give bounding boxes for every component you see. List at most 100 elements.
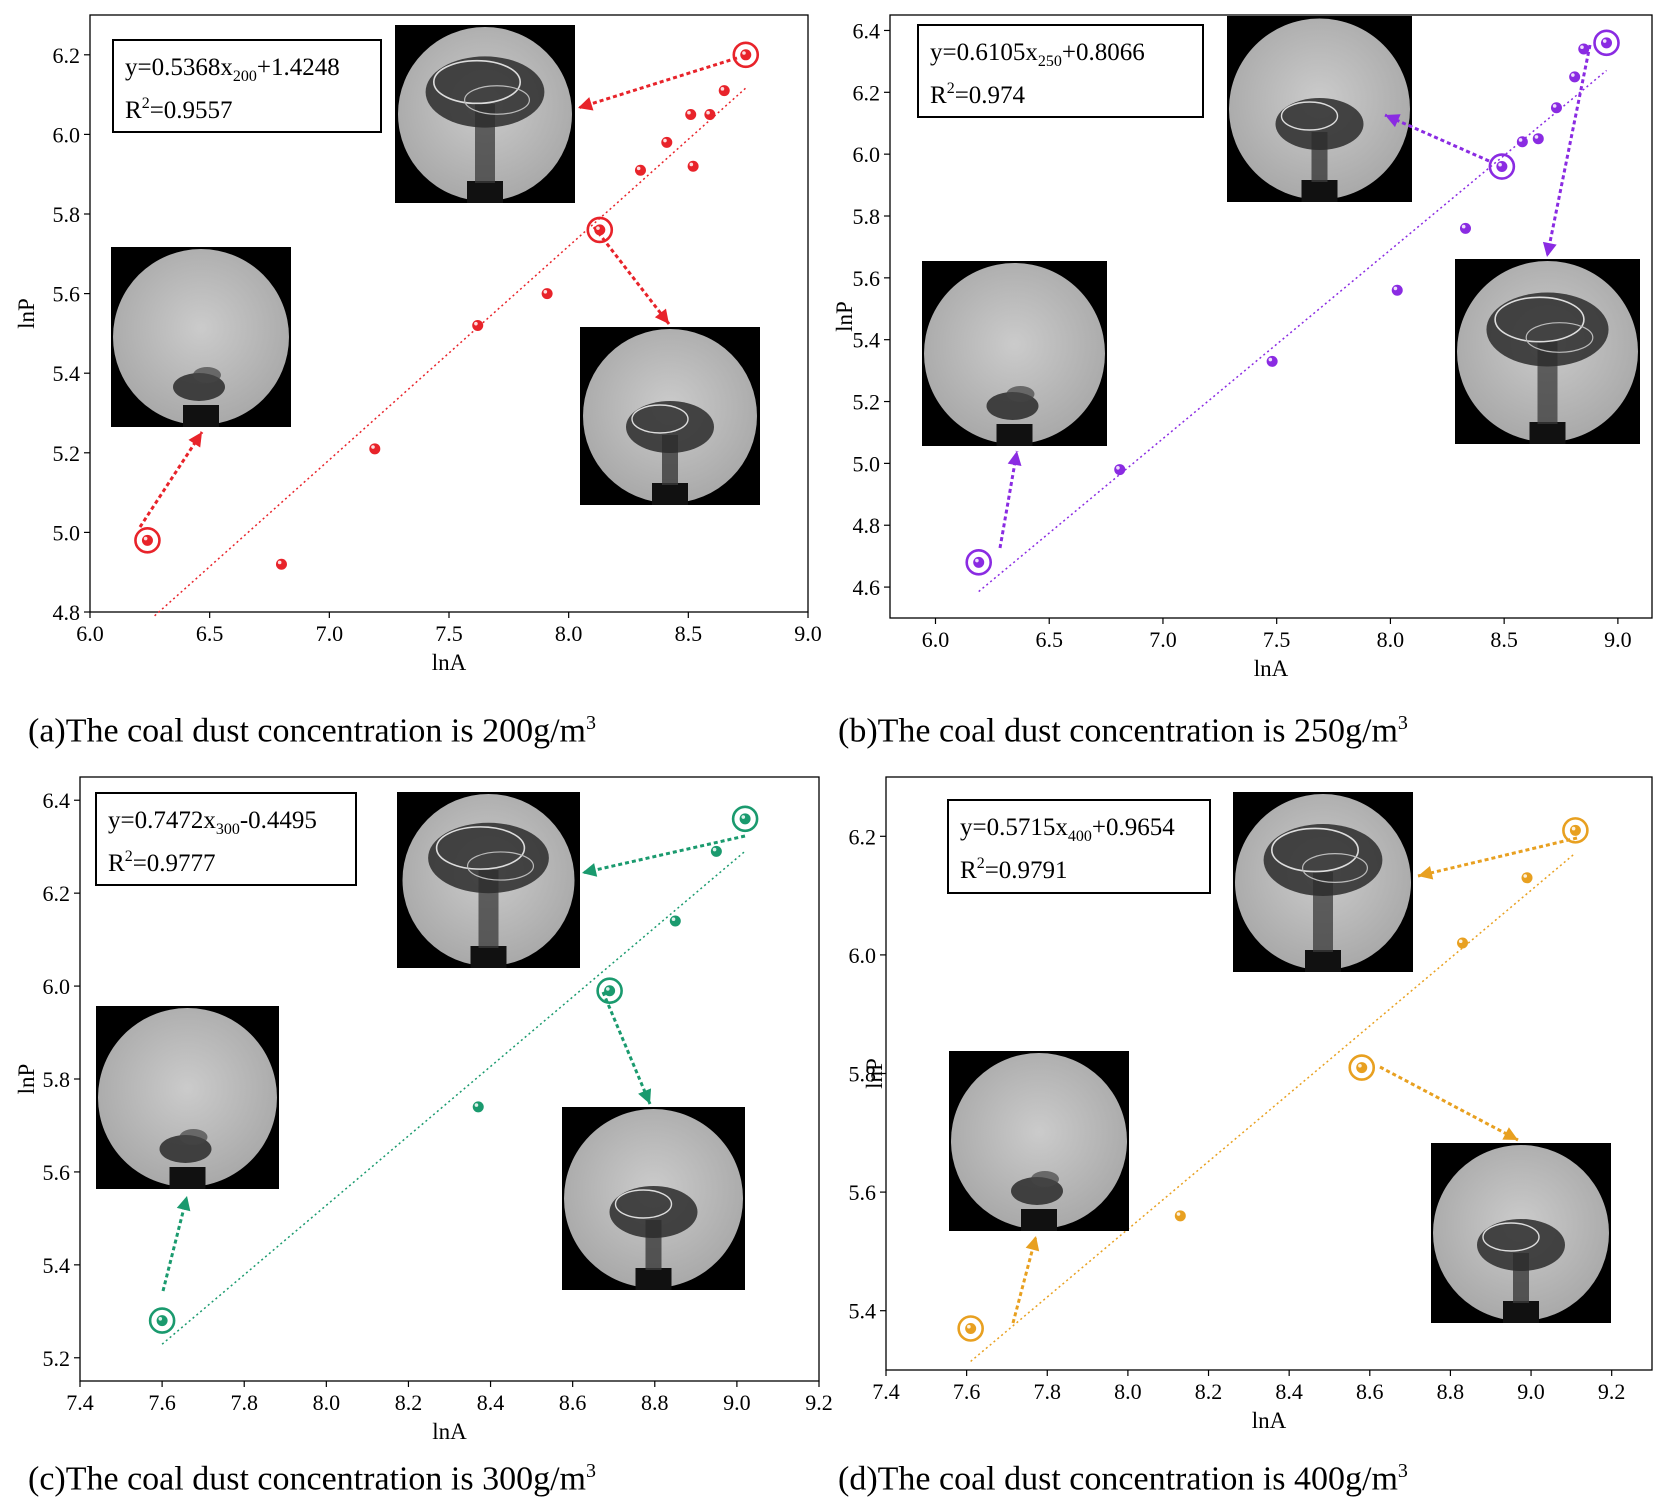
r2-prefix: R (108, 850, 125, 877)
x-tick-label: 8.5 (1490, 627, 1518, 652)
inset-dish-b0 (924, 263, 1105, 444)
x-tick-label: 9.0 (1517, 1379, 1545, 1404)
data-point (1114, 464, 1126, 476)
data-point-highlight (1580, 45, 1584, 50)
data-point (275, 558, 287, 570)
inset-nozzle-b0 (996, 424, 1033, 446)
y-tick-label: 5.4 (53, 361, 81, 386)
y-tick-label: 4.8 (853, 513, 881, 538)
data-point-highlight (1571, 73, 1575, 77)
data-point (973, 556, 985, 568)
data-point-highlight (671, 917, 676, 922)
equation-box (112, 39, 382, 133)
r2-prefix: R (930, 82, 947, 109)
equation-subscript: 300 (216, 821, 240, 838)
x-tick-label: 8.5 (675, 621, 703, 646)
data-point-highlight (606, 987, 610, 991)
equation-tail: +1.4248 (257, 54, 340, 81)
fit-line (161, 850, 746, 1345)
caption-a: (a)The coal dust concentration is 200g/m… (28, 712, 596, 750)
r2-superscript: 2 (142, 95, 150, 112)
y-tick-label: 5.0 (853, 451, 881, 476)
data-point (685, 109, 697, 120)
annotation-arrow (601, 991, 652, 1105)
data-point (594, 224, 606, 236)
y-tick-label: 6.4 (43, 788, 71, 813)
x-tick-label: 7.0 (1149, 627, 1177, 652)
inset-nozzle-b2 (1529, 422, 1566, 444)
annotation-arrowhead (654, 308, 669, 324)
x-tick-label: 7.5 (1263, 627, 1291, 652)
inset-cap-edge2-b2 (1525, 322, 1594, 353)
data-point-highlight (1498, 162, 1502, 167)
y-tick-label: 4.6 (853, 575, 881, 600)
inset-cap-edge-c2 (614, 1189, 673, 1219)
y-tick-label: 5.6 (849, 1180, 877, 1205)
x-tick-label: 8.6 (559, 1390, 587, 1415)
highlight-ring (1593, 29, 1620, 57)
r2-value: =0.9777 (133, 850, 216, 877)
inset-dish-c0 (98, 1008, 277, 1187)
data-point-highlight (474, 1103, 479, 1107)
highlight-ring (957, 1315, 984, 1342)
inset-image (1233, 792, 1413, 972)
x-tick-label: 8.0 (555, 621, 583, 646)
inset-cap-edge-d2 (1482, 1222, 1540, 1252)
data-point-highlight (720, 87, 725, 91)
y-axis-label: lnP (14, 1064, 39, 1095)
inset-dish-a0 (113, 249, 289, 425)
inset-nozzle-c0 (169, 1167, 206, 1189)
y-tick-label: 6.2 (43, 881, 71, 906)
inset-cap-d1 (1263, 824, 1383, 896)
inset-cap-a2 (626, 401, 714, 453)
y-tick-label: 5.4 (43, 1253, 71, 1278)
r2-text: R2=0.9777 (108, 848, 216, 877)
inset-cap-b1 (1275, 98, 1364, 150)
equation-tail: -0.4495 (240, 807, 317, 834)
data-point-highlight (474, 321, 478, 326)
data-point (1266, 355, 1278, 367)
data-point-highlight (543, 290, 548, 294)
data-point (1356, 1062, 1368, 1074)
data-point (669, 915, 681, 927)
data-point (965, 1322, 977, 1334)
y-tick-label: 5.8 (43, 1067, 71, 1092)
x-tick-label: 8.2 (1195, 1379, 1223, 1404)
inset-cap-a1 (425, 56, 545, 128)
x-tick-label: 8.4 (1275, 1379, 1303, 1404)
r2-text: R2=0.974 (930, 80, 1026, 109)
data-point-highlight (158, 1317, 163, 1321)
annotation-arrow (138, 431, 204, 528)
y-tick-label: 6.2 (853, 80, 881, 105)
chart-b: 6.0 6.5 7.0 7.5 8.0 8.5 9.0 4.6 4.8 5.0 5.2 5.4 5.6 5… (832, 14, 1653, 681)
annotation-arrowhead (1418, 865, 1434, 880)
inset-cap-edge-c1 (435, 826, 526, 870)
annotation-arrow (998, 450, 1019, 549)
chart-c: 7.4 7.6 7.8 8.0 8.2 8.4 8.6 8.8 9.0 9.2 5.2 5.4 5.6 5… (14, 776, 833, 1444)
inset-plume-top-a0 (193, 367, 221, 383)
equation-subscript: 250 (1038, 53, 1062, 70)
data-point-highlight (975, 558, 979, 563)
data-point (1457, 937, 1469, 949)
inset-cap-b2 (1486, 292, 1609, 367)
equation-box (947, 799, 1211, 894)
y-tick-label: 5.6 (853, 266, 881, 291)
inset-image (922, 261, 1107, 446)
x-tick-label: 8.4 (477, 1390, 505, 1415)
data-point (1496, 161, 1508, 173)
x-tick-label: 6.5 (1035, 627, 1063, 652)
annotation-arrow (1384, 113, 1490, 163)
data-point-highlight (636, 166, 641, 171)
inset-image (1455, 259, 1640, 444)
equation-main: y=0.6105x (930, 39, 1038, 66)
data-point-highlight (1176, 1212, 1181, 1216)
data-point (369, 443, 381, 455)
data-point-highlight (1393, 286, 1398, 291)
inset-dish-d0 (951, 1053, 1127, 1229)
data-point-highlight (371, 445, 375, 449)
highlight-ring (965, 549, 993, 576)
data-point (541, 288, 553, 300)
inset-nozzle-a2 (652, 483, 688, 505)
annotation-arrowhead (1007, 451, 1022, 466)
